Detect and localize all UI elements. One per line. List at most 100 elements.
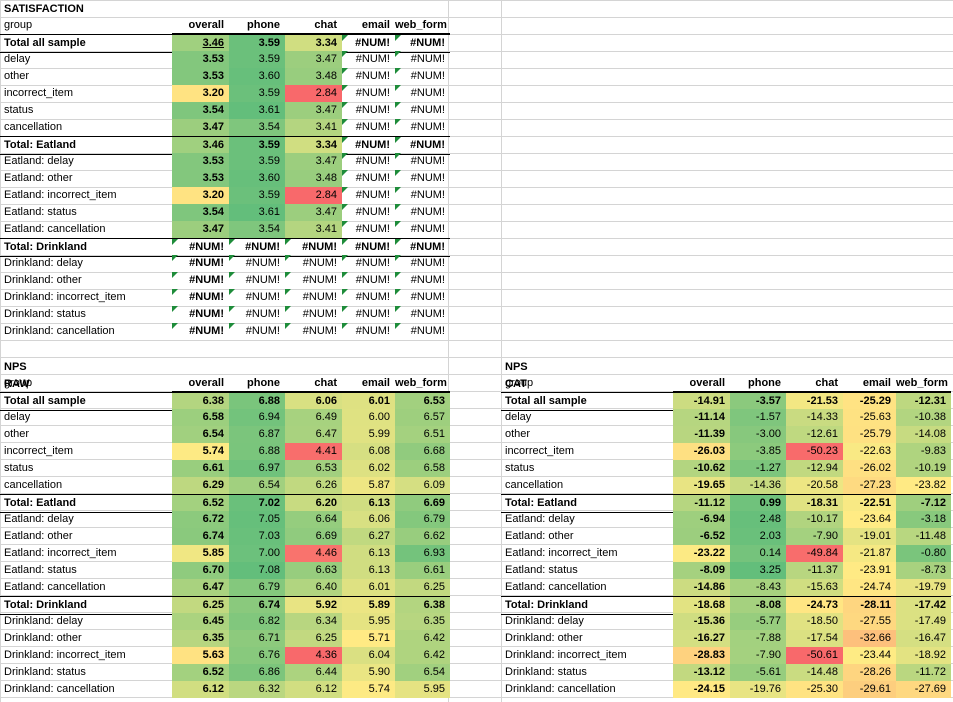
value-cell-overall[interactable]: #NUM! (172, 255, 229, 272)
column-header-chat[interactable]: chat (285, 375, 342, 392)
value-cell-web-form[interactable]: 6.79 (395, 511, 450, 528)
column-header-email[interactable]: email (342, 17, 395, 34)
value-cell-phone[interactable]: 6.82 (229, 613, 285, 630)
value-cell-overall[interactable]: 5.85 (172, 545, 229, 562)
value-cell-overall[interactable]: -15.36 (673, 613, 730, 630)
value-cell-chat[interactable]: 3.47 (285, 51, 342, 68)
value-cell-phone[interactable]: -3.00 (730, 426, 786, 443)
value-cell-email[interactable]: -22.63 (843, 443, 896, 460)
value-cell-chat[interactable]: 6.26 (285, 477, 342, 494)
value-cell-email[interactable]: #NUM! (342, 255, 395, 272)
group-label-cell[interactable]: cancellation (505, 479, 564, 491)
value-cell-chat[interactable]: #NUM! (285, 239, 342, 256)
value-cell-overall[interactable]: -10.62 (673, 460, 730, 477)
value-cell-web-form[interactable]: #NUM! (395, 35, 450, 52)
value-cell-phone[interactable]: -5.61 (730, 664, 786, 681)
value-cell-chat[interactable]: -24.73 (786, 597, 843, 614)
value-cell-phone[interactable]: #NUM! (229, 272, 285, 289)
value-cell-phone[interactable]: 6.87 (229, 426, 285, 443)
value-cell-phone[interactable]: 6.74 (229, 597, 285, 614)
value-cell-email[interactable]: #NUM! (342, 68, 395, 85)
group-label-cell[interactable]: Drinkland: status (4, 666, 86, 678)
value-cell-web-form[interactable]: 6.09 (395, 477, 450, 494)
value-cell-web-form[interactable]: 6.68 (395, 443, 450, 460)
group-label-cell[interactable]: incorrect_item (4, 445, 74, 457)
value-cell-overall[interactable]: 3.54 (172, 102, 229, 119)
value-cell-email[interactable]: #NUM! (342, 153, 395, 170)
value-cell-email[interactable]: #NUM! (342, 272, 395, 289)
group-label-cell[interactable]: status (505, 462, 535, 474)
group-label-cell[interactable]: other (505, 428, 531, 440)
column-header-web-form[interactable]: web_form (395, 375, 450, 392)
value-cell-email[interactable]: -28.26 (843, 664, 896, 681)
group-label-cell[interactable]: Eatland: cancellation (505, 581, 607, 593)
column-header-overall[interactable]: overall (172, 17, 229, 34)
value-cell-email[interactable]: 6.13 (342, 562, 395, 579)
group-label-cell[interactable]: delay (4, 411, 31, 423)
value-cell-overall[interactable]: 3.46 (172, 35, 229, 52)
value-cell-web-form[interactable]: #NUM! (395, 153, 450, 170)
group-label-cell[interactable]: Total all sample (4, 37, 86, 49)
group-label-cell[interactable]: Total: Drinkland (4, 599, 87, 611)
value-cell-phone[interactable]: -8.08 (730, 597, 786, 614)
value-cell-web-form[interactable]: -19.79 (896, 579, 951, 596)
column-header-group[interactable]: group (505, 377, 534, 389)
value-cell-phone[interactable]: 6.32 (229, 681, 285, 698)
value-cell-email[interactable]: -29.61 (843, 681, 896, 698)
value-cell-chat[interactable]: 6.47 (285, 426, 342, 443)
value-cell-overall[interactable]: 3.53 (172, 170, 229, 187)
value-cell-chat[interactable]: -7.90 (786, 528, 843, 545)
group-label-cell[interactable]: Drinkland: other (4, 274, 82, 286)
value-cell-email[interactable]: 5.87 (342, 477, 395, 494)
value-cell-phone[interactable]: 0.14 (730, 545, 786, 562)
column-header-chat[interactable]: chat (285, 17, 342, 34)
value-cell-phone[interactable]: 6.79 (229, 579, 285, 596)
value-cell-email[interactable]: -25.63 (843, 409, 896, 426)
group-label-cell[interactable]: Total all sample (4, 395, 86, 407)
value-cell-chat[interactable]: -12.94 (786, 460, 843, 477)
value-cell-chat[interactable]: 4.46 (285, 545, 342, 562)
value-cell-email[interactable]: -19.01 (843, 528, 896, 545)
group-label-cell[interactable]: Drinkland: incorrect_item (4, 649, 126, 661)
value-cell-overall[interactable]: -11.39 (673, 426, 730, 443)
value-cell-phone[interactable]: 2.03 (730, 528, 786, 545)
value-cell-chat[interactable]: -10.17 (786, 511, 843, 528)
value-cell-email[interactable]: #NUM! (342, 239, 395, 256)
value-cell-overall[interactable]: 3.46 (172, 137, 229, 154)
value-cell-chat[interactable]: 6.49 (285, 409, 342, 426)
value-cell-chat[interactable]: -21.53 (786, 393, 843, 410)
value-cell-overall[interactable]: 6.38 (172, 393, 229, 410)
value-cell-email[interactable]: -25.79 (843, 426, 896, 443)
value-cell-phone[interactable]: 3.59 (229, 137, 285, 154)
value-cell-phone[interactable]: #NUM! (229, 255, 285, 272)
value-cell-overall[interactable]: -23.22 (673, 545, 730, 562)
value-cell-chat[interactable]: 6.63 (285, 562, 342, 579)
value-cell-chat[interactable]: 6.40 (285, 579, 342, 596)
value-cell-phone[interactable]: 7.08 (229, 562, 285, 579)
value-cell-chat[interactable]: -18.31 (786, 495, 843, 512)
group-label-cell[interactable]: Total all sample (505, 395, 587, 407)
value-cell-chat[interactable]: 3.41 (285, 119, 342, 136)
value-cell-email[interactable]: #NUM! (342, 51, 395, 68)
group-label-cell[interactable]: status (4, 462, 34, 474)
value-cell-web-form[interactable]: #NUM! (395, 51, 450, 68)
value-cell-overall[interactable]: -11.12 (673, 495, 730, 512)
column-header-email[interactable]: email (843, 375, 896, 392)
value-cell-email[interactable]: 6.00 (342, 409, 395, 426)
column-header-overall[interactable]: overall (673, 375, 730, 392)
value-cell-phone[interactable]: 6.86 (229, 664, 285, 681)
value-cell-email[interactable]: 5.74 (342, 681, 395, 698)
value-cell-chat[interactable]: 6.20 (285, 495, 342, 512)
value-cell-phone[interactable]: -7.88 (730, 630, 786, 647)
value-cell-overall[interactable]: 6.61 (172, 460, 229, 477)
value-cell-chat[interactable]: 4.41 (285, 443, 342, 460)
value-cell-overall[interactable]: -6.52 (673, 528, 730, 545)
value-cell-email[interactable]: -28.11 (843, 597, 896, 614)
value-cell-web-form[interactable]: -18.92 (896, 647, 951, 664)
value-cell-chat[interactable]: -15.63 (786, 579, 843, 596)
value-cell-overall[interactable]: 3.54 (172, 204, 229, 221)
value-cell-overall[interactable]: -28.83 (673, 647, 730, 664)
value-cell-web-form[interactable]: -14.08 (896, 426, 951, 443)
value-cell-phone[interactable]: 3.59 (229, 187, 285, 204)
group-label-cell[interactable]: Eatland: cancellation (4, 223, 106, 235)
